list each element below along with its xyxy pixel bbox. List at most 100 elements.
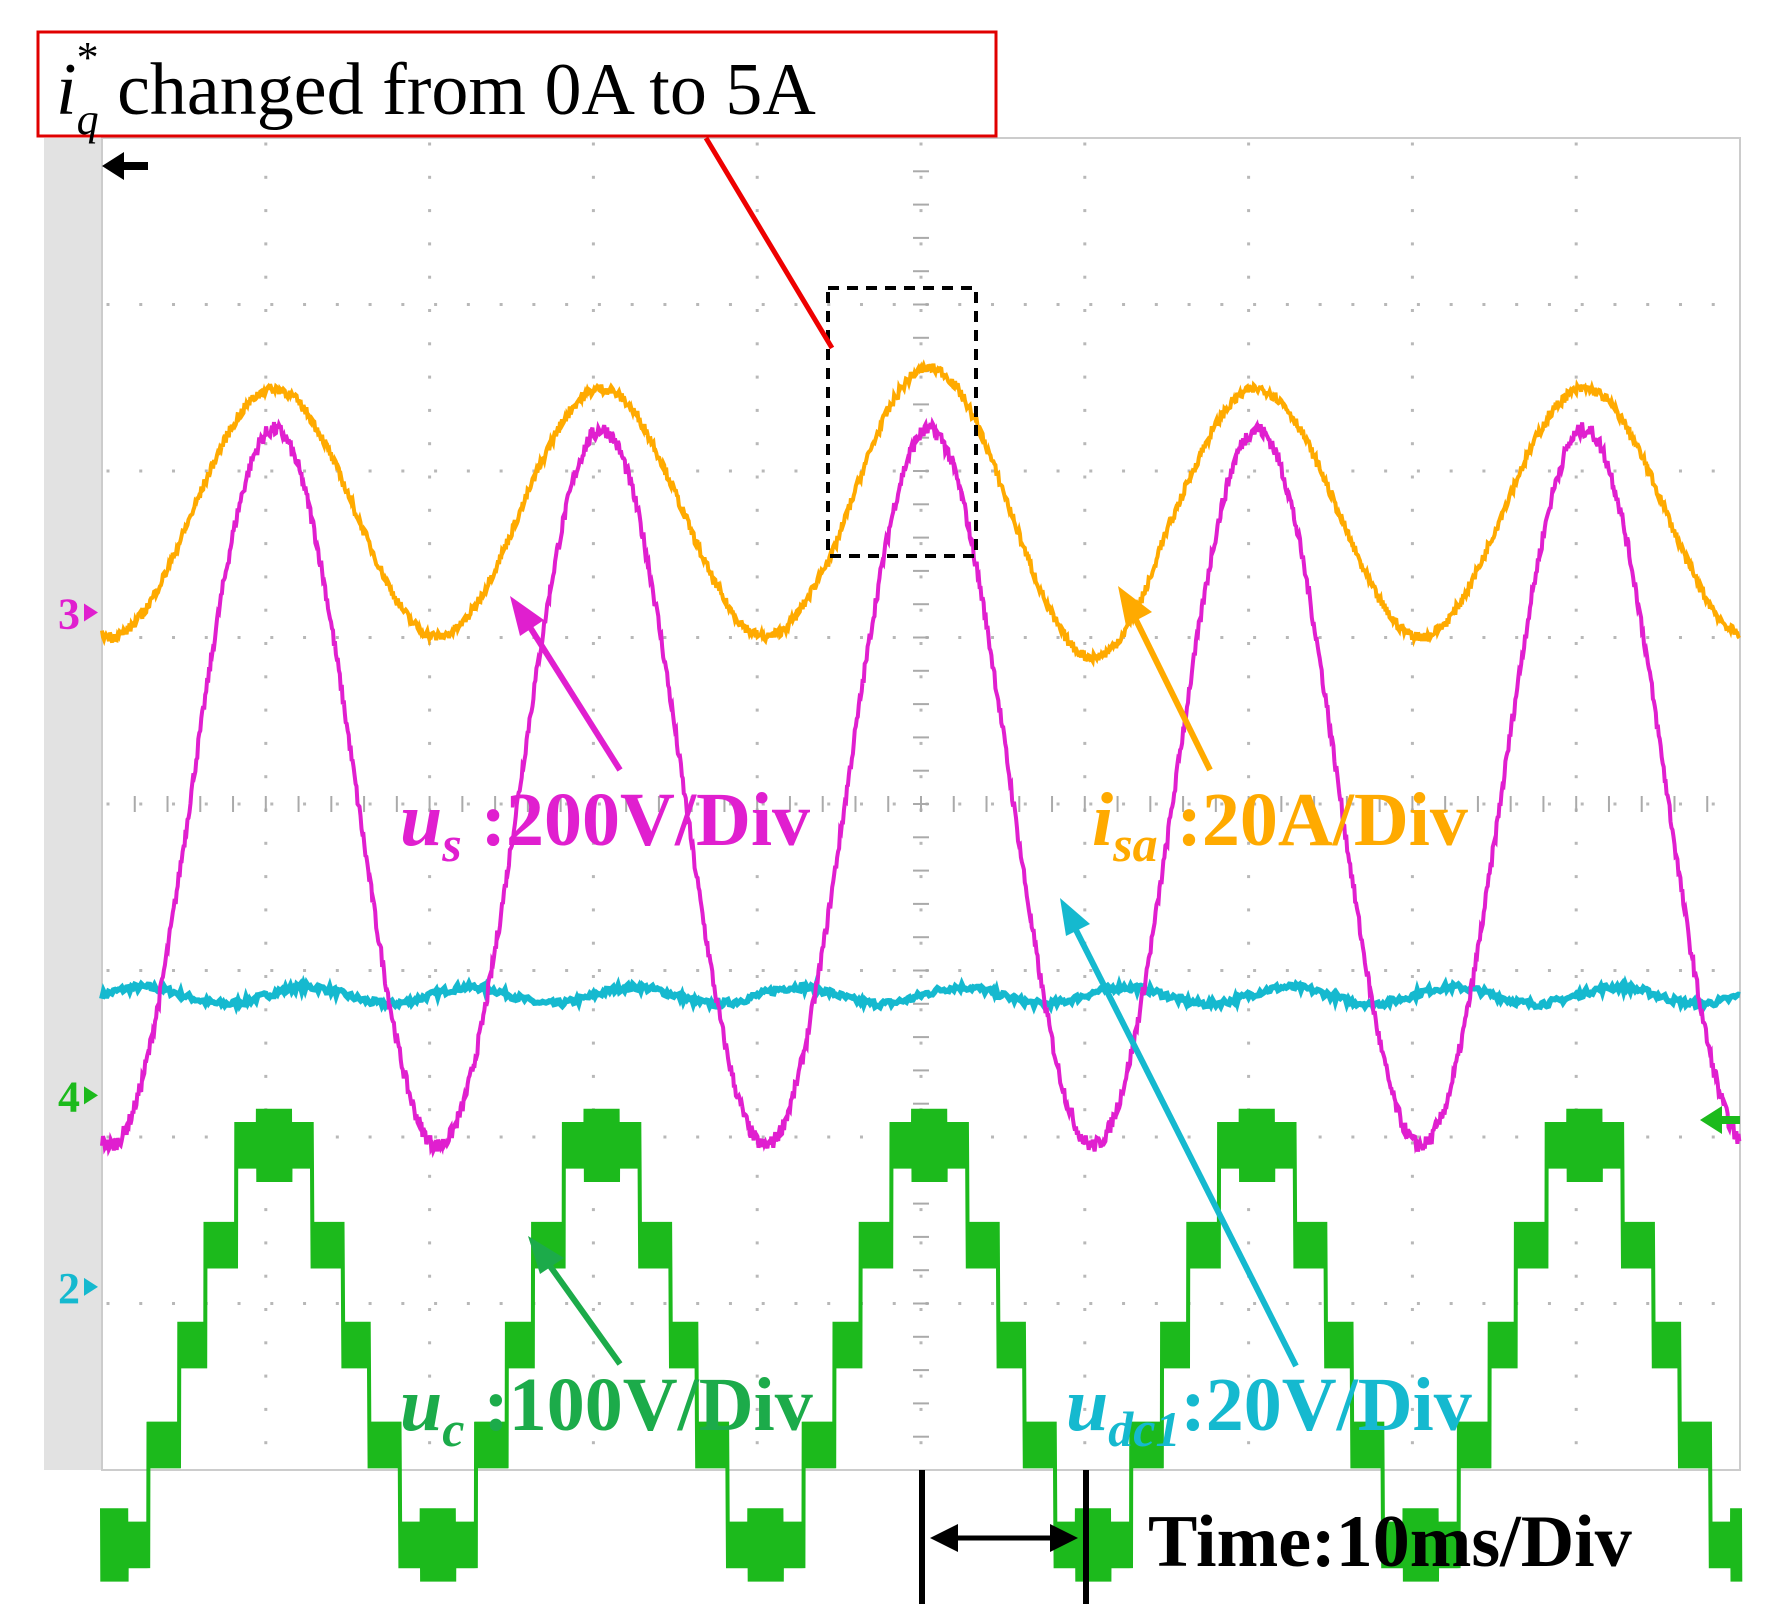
grid-dot [1187, 303, 1191, 306]
grid-dot [1083, 1308, 1087, 1311]
grid-dot [264, 642, 268, 645]
grid-dot [755, 1274, 759, 1278]
grid-dot [892, 969, 896, 972]
grid-dot [1547, 636, 1551, 639]
grid-dot [755, 475, 759, 479]
grid-dot [1247, 708, 1251, 712]
grid-dot [1646, 303, 1650, 306]
grid-dot [761, 969, 765, 972]
grid-dot [264, 741, 268, 745]
grid-dot [1410, 209, 1414, 213]
grid-dot [1613, 1302, 1617, 1305]
grid-dot [264, 542, 268, 546]
grid-dot [1410, 542, 1414, 546]
grid-dot [728, 802, 732, 806]
channel-marker-2: 2 [58, 1264, 80, 1313]
grid-dot [1247, 275, 1251, 279]
grid-dot [591, 841, 595, 845]
grid-dot [428, 708, 432, 712]
grid-dot [755, 1407, 759, 1411]
grid-dot [1580, 303, 1584, 306]
grid-dot [919, 1074, 923, 1078]
grid-dot [264, 1241, 268, 1245]
grid-dot [1410, 242, 1414, 246]
grid-dot [1247, 875, 1251, 879]
grid-dot [428, 1074, 432, 1078]
grid-dot [728, 636, 732, 639]
grid-dot [1515, 303, 1519, 306]
grid-dot [1580, 1302, 1584, 1305]
channel-marker-arrow-icon [84, 1277, 98, 1296]
grid-dot [1083, 642, 1087, 645]
grid-dot [270, 469, 274, 473]
grid-dot [1083, 375, 1087, 379]
annotation-text: iq* changed from 0A to 5A [56, 33, 816, 144]
grid-dot [1482, 636, 1486, 639]
grid-dot [1247, 1407, 1251, 1411]
grid-dot [755, 408, 759, 412]
grid-dot [1449, 1302, 1453, 1305]
grid-dot [1574, 875, 1578, 879]
grid-dot [755, 708, 759, 712]
grid-dot [1220, 636, 1224, 639]
grid-dot [1574, 642, 1578, 645]
grid-dot [755, 941, 759, 945]
grid-dot [466, 802, 470, 806]
grid-dot [919, 1274, 923, 1278]
grid-dot [591, 542, 595, 546]
grid-dot [264, 1041, 268, 1045]
grid-dot [1247, 1374, 1251, 1378]
grid-dot [892, 636, 896, 639]
grid-dot [1410, 1241, 1414, 1245]
grid-dot [1482, 1135, 1486, 1139]
grid-dot [696, 802, 700, 806]
grid-dot [591, 442, 595, 446]
grid-dot [1154, 802, 1158, 806]
grid-dot [1083, 1441, 1087, 1445]
grid-dot [892, 303, 896, 306]
grid-dot [1253, 636, 1257, 639]
grid-dot [1083, 1341, 1087, 1345]
grid-dot [591, 1041, 595, 1045]
grid-dot [696, 303, 700, 306]
grid-dot [1253, 802, 1257, 806]
grid-dot [630, 303, 634, 306]
grid-dot [264, 1008, 268, 1012]
grid-dot [434, 969, 438, 972]
grid-dot [1154, 303, 1158, 306]
grid-dot [1247, 741, 1251, 745]
grid-dot [1574, 708, 1578, 712]
grid-dot [1220, 802, 1224, 806]
grid-dot [565, 969, 569, 972]
grid-dot [434, 303, 438, 306]
grid-dot [204, 1135, 208, 1139]
grid-dot [761, 303, 765, 306]
grid-dot [958, 1302, 962, 1305]
grid-dot [1482, 469, 1486, 473]
grid-dot [1083, 1174, 1087, 1178]
grid-dot [270, 636, 274, 639]
grid-dot [1285, 969, 1289, 972]
grid-dot [591, 508, 595, 512]
arrow-isa [1133, 618, 1213, 772]
grid-dot [794, 802, 798, 806]
grid-dot [264, 1407, 268, 1411]
grid-dot [755, 1341, 759, 1345]
grid-dot [1187, 802, 1191, 806]
grid-dot [1056, 1302, 1060, 1305]
grid-dot [919, 442, 923, 446]
grid-dot [591, 1274, 595, 1278]
grid-dot [1547, 802, 1551, 806]
grid-dot [919, 508, 923, 512]
grid-dot [919, 275, 923, 279]
grid-dot [591, 375, 595, 379]
grid-dot [1574, 508, 1578, 512]
grid-dot [1384, 636, 1388, 639]
grid-dot [958, 303, 962, 306]
grid-dot [1711, 303, 1715, 306]
grid-dot [597, 636, 601, 639]
grid-dot [1247, 908, 1251, 912]
grid-dot [597, 303, 601, 306]
grid-dot [597, 969, 601, 972]
grid-dot [1253, 469, 1257, 473]
